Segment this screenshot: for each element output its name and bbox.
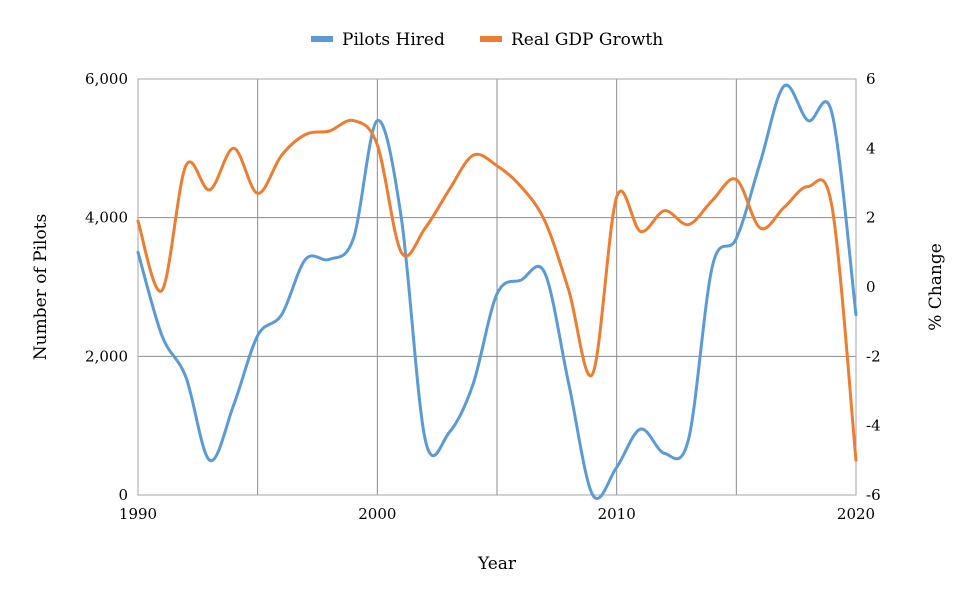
- y-right-tick-label: -2: [866, 347, 881, 365]
- y-left-tick-label: 0: [118, 486, 128, 504]
- y-left-tick-label: 2,000: [85, 347, 128, 365]
- series-layer: [136, 83, 858, 500]
- series-line-real-gdp-growth: [136, 118, 858, 462]
- legend: Pilots Hired Real GDP Growth: [311, 30, 663, 50]
- x-tick-label: 1990: [119, 505, 157, 523]
- y-left-tick-label: 4,000: [85, 209, 128, 227]
- y-axis-left-title: Number of Pilots: [31, 214, 51, 360]
- y-right-tick-label: 6: [866, 70, 876, 88]
- legend-label-pilots-hired: Pilots Hired: [342, 30, 445, 50]
- y-right-tick-label: -6: [866, 486, 881, 504]
- plot-frame: [137, 78, 857, 496]
- x-axis-title: Year: [477, 554, 517, 574]
- x-tick-label: 2000: [358, 505, 396, 523]
- legend-label-real-gdp-growth: Real GDP Growth: [511, 30, 663, 50]
- y-right-tick-label: -4: [866, 417, 881, 435]
- x-tick-label: 2020: [837, 505, 875, 523]
- series-line-pilots-hired: [136, 83, 858, 500]
- legend-swatch-real-gdp-growth: [480, 36, 502, 42]
- y-right-tick-labels: -6 -4 -2 0 2 4 6: [866, 70, 881, 504]
- y-right-tick-label: 0: [866, 278, 876, 296]
- x-tick-label: 2010: [598, 505, 636, 523]
- y-left-tick-labels: 0 2,000 4,000 6,000: [85, 70, 128, 504]
- legend-swatch-pilots-hired: [311, 36, 333, 42]
- y-right-tick-label: 4: [866, 139, 876, 157]
- x-tick-labels: 1990 2000 2010 2020: [119, 505, 875, 523]
- gridlines: [137, 78, 857, 496]
- y-axis-right-title: % Change: [926, 243, 946, 331]
- y-right-tick-label: 2: [866, 209, 876, 227]
- y-left-tick-label: 6,000: [85, 70, 128, 88]
